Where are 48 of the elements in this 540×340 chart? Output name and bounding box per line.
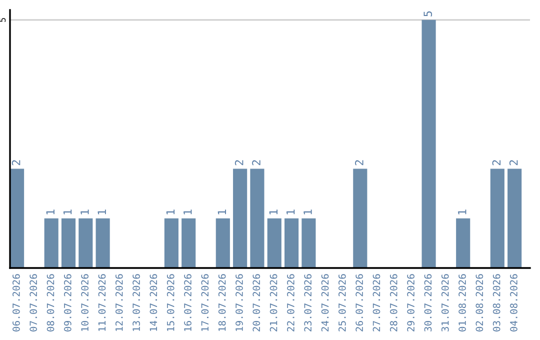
data-label: 5 <box>424 11 432 16</box>
data-label: 1 <box>269 210 278 214</box>
data-label: 1 <box>304 210 312 214</box>
data-label: 1 <box>63 210 72 214</box>
x-tick-label: 28.07.2026 <box>390 274 398 332</box>
x-tick-label: 07.07.2026 <box>30 274 38 332</box>
x-tick-label: 02.08.2026 <box>476 274 484 332</box>
x-tick-label: 03.08.2026 <box>492 274 500 332</box>
x-tick-label: 08.07.2026 <box>46 274 54 332</box>
x-tick-label: 13.07.2026 <box>132 274 140 331</box>
data-label: 1 <box>166 210 175 214</box>
data-label: 1 <box>218 210 226 214</box>
x-tick-label: 15.07.2026 <box>166 274 174 331</box>
x-tick-label: 12.07.2026 <box>115 274 123 331</box>
x-tick-label: 04.08.2026 <box>510 274 518 332</box>
x-tick-label: 25.07.2026 <box>338 274 346 332</box>
x-tick-label: 17.07.2026 <box>201 274 209 331</box>
data-label: 1 <box>80 210 89 214</box>
data-label: 1 <box>458 210 466 214</box>
data-label: 2 <box>492 160 500 166</box>
x-tick-label: 26.07.2026 <box>356 274 363 332</box>
x-tick-label: 18.07.2026 <box>218 274 226 331</box>
x-tick-label: 16.07.2026 <box>184 274 192 331</box>
x-tick-label: 27.07.2026 <box>372 274 380 332</box>
x-tick-label: 29.07.2026 <box>407 274 414 332</box>
data-label: 1 <box>286 210 295 214</box>
data-label: 2 <box>252 160 260 166</box>
x-tick-label: 30.07.2026 <box>424 274 432 332</box>
data-label: 2 <box>12 160 20 166</box>
x-tick-label: 23.07.2026 <box>304 274 312 332</box>
x-tick-label: 14.07.2026 <box>150 274 158 331</box>
x-tick-label: 10.07.2026 <box>81 274 89 331</box>
x-tick-label: 21.07.2026 <box>270 274 278 332</box>
x-tick-label: 09.07.2026 <box>64 274 72 332</box>
data-label: 1 <box>98 210 106 214</box>
x-tick-label: 01.08.2026 <box>458 274 466 332</box>
data-label: 1 <box>184 210 192 214</box>
data-label: 1 <box>46 210 54 214</box>
x-tick-label: 06.07.2026 <box>12 274 20 332</box>
data-label: 2 <box>355 160 364 166</box>
x-tick-label: 20.07.2026 <box>252 274 260 332</box>
x-tick-label: 31.07.2026 <box>441 274 449 332</box>
x-tick-label: 24.07.2026 <box>321 274 329 332</box>
data-label: 2 <box>234 160 244 166</box>
x-tick-label: 11.07.2026 <box>98 274 106 331</box>
x-tick-label: 22.07.2026 <box>287 274 294 332</box>
x-tick-label: 19.07.2026 <box>236 274 243 331</box>
data-label: 2 <box>509 160 518 166</box>
